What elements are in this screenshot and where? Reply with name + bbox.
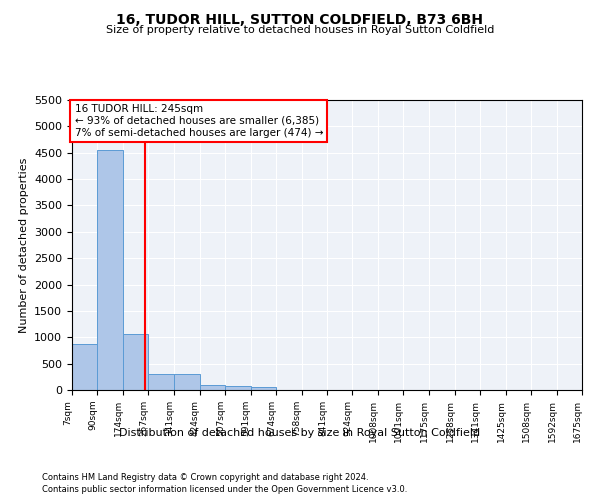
Text: 16, TUDOR HILL, SUTTON COLDFIELD, B73 6BH: 16, TUDOR HILL, SUTTON COLDFIELD, B73 6B…	[116, 12, 484, 26]
Text: Contains HM Land Registry data © Crown copyright and database right 2024.: Contains HM Land Registry data © Crown c…	[42, 472, 368, 482]
Bar	[97, 150, 123, 390]
Bar	[72, 344, 97, 390]
Bar	[225, 386, 251, 390]
Text: Distribution of detached houses by size in Royal Sutton Coldfield: Distribution of detached houses by size …	[119, 428, 481, 438]
Bar	[199, 386, 225, 390]
Bar	[148, 374, 174, 390]
Y-axis label: Number of detached properties: Number of detached properties	[19, 158, 29, 332]
Bar	[251, 387, 276, 390]
Bar	[174, 374, 199, 390]
Bar	[123, 334, 148, 390]
Text: Size of property relative to detached houses in Royal Sutton Coldfield: Size of property relative to detached ho…	[106, 25, 494, 35]
Text: Contains public sector information licensed under the Open Government Licence v3: Contains public sector information licen…	[42, 485, 407, 494]
Text: 16 TUDOR HILL: 245sqm
← 93% of detached houses are smaller (6,385)
7% of semi-de: 16 TUDOR HILL: 245sqm ← 93% of detached …	[74, 104, 323, 138]
